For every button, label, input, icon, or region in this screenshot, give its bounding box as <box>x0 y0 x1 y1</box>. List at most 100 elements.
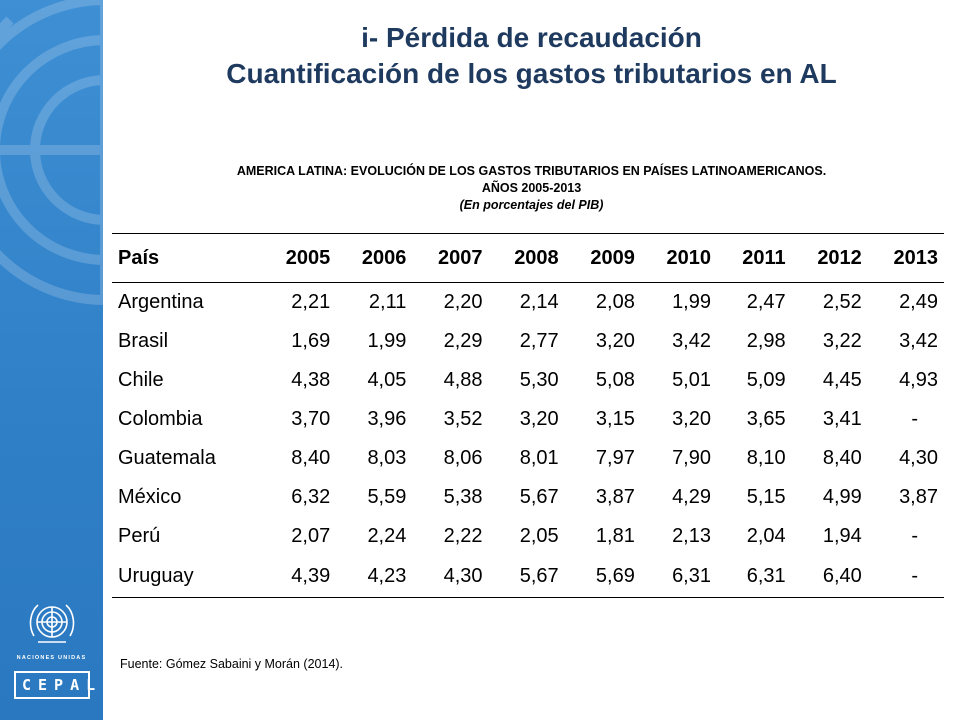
value-cell: 2,24 <box>367 525 407 547</box>
value-cell: 4,05 <box>367 369 407 391</box>
value-cell: 5,15 <box>746 486 786 508</box>
value-cell: 4,45 <box>822 369 862 391</box>
value-cell: 8,01 <box>519 447 559 469</box>
cepal-logo: CEPAL <box>14 671 95 699</box>
value-cell: 1,94 <box>822 525 862 547</box>
column-header-year: 2010 <box>640 233 717 283</box>
country-cell: Colombia <box>118 408 203 430</box>
value-cell: 2,77 <box>519 330 559 352</box>
value-cell: 2,98 <box>746 330 786 352</box>
value-cell: 2,21 <box>291 291 331 313</box>
column-header-year: 2005 <box>260 233 337 283</box>
value-cell: 3,20 <box>519 408 559 430</box>
value-cell: 4,29 <box>672 486 711 508</box>
column-header-year: 2012 <box>791 233 868 283</box>
caption-line2: AÑOS 2005-2013 <box>481 181 582 195</box>
sidebar-band: NACIONES UNIDAS CEPAL <box>0 0 103 720</box>
value-cell: 2,07 <box>291 525 331 547</box>
value-cell: - <box>911 565 918 587</box>
value-cell: 6,31 <box>746 565 786 587</box>
value-cell: 4,30 <box>899 447 938 469</box>
value-cell: 5,08 <box>595 369 635 391</box>
value-cell: 2,08 <box>595 291 635 313</box>
table-row: Colombia 3,70 3,96 3,52 3,20 3,15 3,20 3,65 3,41… <box>112 400 944 439</box>
value-cell: 3,42 <box>672 330 711 352</box>
value-cell: 4,39 <box>291 565 331 587</box>
slide-title: i- Pérdida de recaudación Cuantificación… <box>103 20 960 92</box>
value-cell: 4,23 <box>367 565 407 587</box>
value-cell: 3,42 <box>899 330 938 352</box>
value-cell: 8,03 <box>367 447 407 469</box>
value-cell: 5,67 <box>519 565 559 587</box>
value-cell: 4,93 <box>899 369 938 391</box>
table-row: Argentina 2,21 2,11 2,20 2,14 2,08 1,99 2,47 2,5… <box>112 283 944 323</box>
column-header-year: 2007 <box>412 233 489 283</box>
column-header-year: 2009 <box>564 233 641 283</box>
value-cell: 3,87 <box>899 486 938 508</box>
value-cell: 8,10 <box>746 447 786 469</box>
value-cell: 5,38 <box>443 486 483 508</box>
value-cell: 8,06 <box>443 447 483 469</box>
un-emblem-icon <box>29 604 75 643</box>
country-cell: México <box>118 486 182 508</box>
column-header-year: 2008 <box>488 233 565 283</box>
value-cell: - <box>911 408 918 430</box>
value-cell: 8,40 <box>291 447 331 469</box>
value-cell: 2,05 <box>519 525 559 547</box>
column-header-year: 2006 <box>336 233 413 283</box>
value-cell: 3,41 <box>822 408 862 430</box>
value-cell: 2,49 <box>899 291 938 313</box>
value-cell: 3,20 <box>595 330 635 352</box>
value-cell: - <box>911 525 918 547</box>
table-row: Guatemala 8,40 8,03 8,06 8,01 7,97 7,90 8,10 8,4… <box>112 439 944 478</box>
value-cell: 7,90 <box>672 447 711 469</box>
table-row: Chile 4,38 4,05 4,88 5,30 5,08 5,01 5,09 4,45 4,9… <box>112 361 944 400</box>
un-caption: NACIONES UNIDAS <box>16 655 87 661</box>
value-cell: 2,13 <box>672 525 711 547</box>
value-cell: 3,20 <box>672 408 711 430</box>
value-cell: 1,99 <box>367 330 407 352</box>
value-cell: 6,32 <box>291 486 331 508</box>
value-cell: 4,30 <box>443 565 483 587</box>
value-cell: 3,52 <box>443 408 483 430</box>
table-row: Uruguay 4,39 4,23 4,30 5,67 5,69 6,31 6,31 6,40 - <box>112 556 944 598</box>
value-cell: 5,59 <box>367 486 407 508</box>
value-cell: 5,67 <box>519 486 559 508</box>
column-header-country: País <box>112 233 261 283</box>
value-cell: 1,81 <box>595 525 635 547</box>
table-row: Perú 2,07 2,24 2,22 2,05 1,81 2,13 2,04 1,94 - <box>112 517 944 556</box>
value-cell: 6,40 <box>822 565 862 587</box>
country-cell: Uruguay <box>118 565 194 587</box>
table-row: México 6,32 5,59 5,38 5,67 3,87 4,29 5,15 4,99 3,… <box>112 478 944 517</box>
table-row: Brasil 1,69 1,99 2,29 2,77 3,20 3,42 2,98 3,22 3,… <box>112 322 944 361</box>
value-cell: 4,88 <box>443 369 483 391</box>
country-cell: Chile <box>118 369 164 391</box>
value-cell: 2,29 <box>443 330 483 352</box>
value-cell: 2,11 <box>368 291 407 313</box>
value-cell: 3,22 <box>822 330 862 352</box>
country-cell: Perú <box>118 525 161 547</box>
caption-line3: (En porcentajes del PIB) <box>459 198 604 212</box>
column-header-year: 2013 <box>867 233 944 283</box>
country-cell: Guatemala <box>118 447 216 469</box>
value-cell: 3,15 <box>595 408 635 430</box>
value-cell: 1,69 <box>291 330 331 352</box>
value-cell: 3,96 <box>367 408 407 430</box>
value-cell: 2,52 <box>822 291 862 313</box>
title-line1: i- Pérdida de recaudación <box>361 22 702 53</box>
value-cell: 2,14 <box>519 291 559 313</box>
value-cell: 7,97 <box>595 447 635 469</box>
country-cell: Argentina <box>118 291 204 313</box>
value-cell: 2,04 <box>746 525 786 547</box>
table-header: País 2005 2006 2007 2008 2009 2010 2011 2012 2013 <box>112 233 944 283</box>
value-cell: 5,01 <box>672 369 711 391</box>
value-cell: 4,99 <box>822 486 862 508</box>
column-header-year: 2011 <box>717 233 792 283</box>
value-cell: 2,20 <box>443 291 483 313</box>
value-cell: 5,30 <box>519 369 559 391</box>
title-line2: Cuantificación de los gastos tributarios… <box>226 58 837 89</box>
value-cell: 1,99 <box>672 291 711 313</box>
source-note: Fuente: Gómez Sabaini y Morán (2014). <box>120 657 344 671</box>
value-cell: 5,69 <box>595 565 635 587</box>
country-cell: Brasil <box>118 330 169 352</box>
